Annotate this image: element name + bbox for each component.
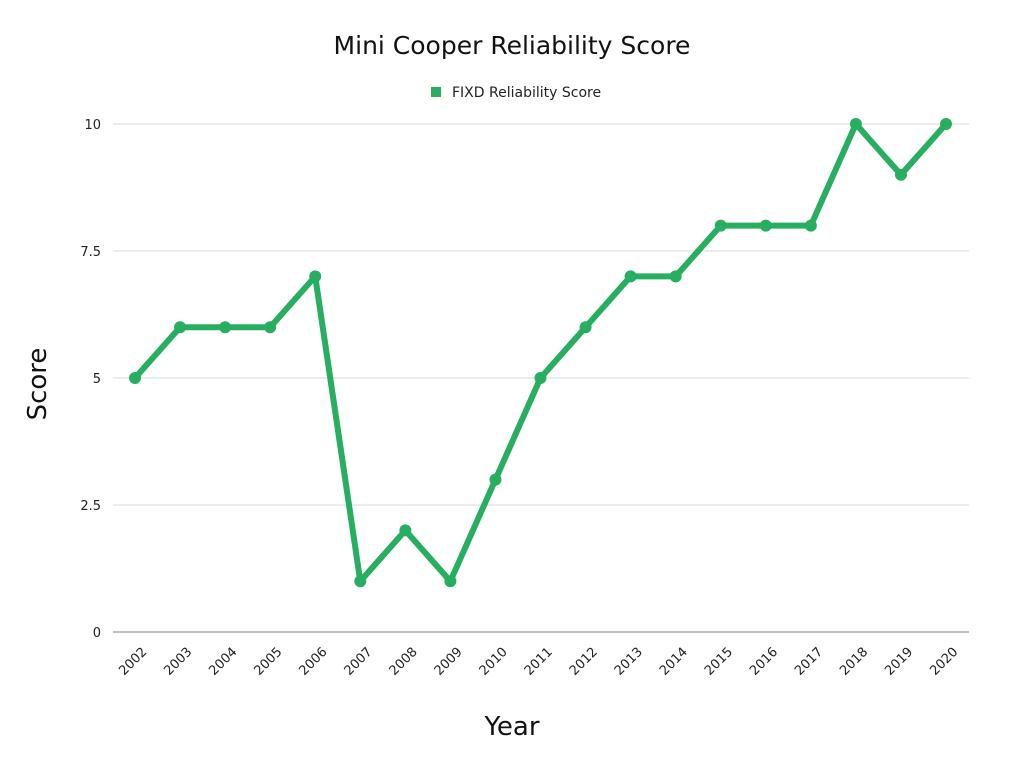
data-point bbox=[219, 321, 232, 334]
x-tick-label: 2014 bbox=[657, 645, 691, 679]
series-fixd-reliability-score bbox=[129, 118, 952, 588]
y-axis-ticks: 0 2.5 5 7.5 10 bbox=[80, 118, 101, 641]
legend: FIXD Reliability Score bbox=[431, 85, 601, 101]
data-point bbox=[894, 168, 907, 181]
data-point bbox=[849, 118, 862, 130]
data-point bbox=[759, 219, 772, 232]
x-tick-label: 2020 bbox=[927, 645, 961, 679]
x-tick-label: 2012 bbox=[567, 645, 601, 679]
x-tick-label: 2010 bbox=[477, 645, 511, 679]
data-point bbox=[624, 270, 637, 283]
x-tick-label: 2006 bbox=[297, 645, 331, 679]
y-tick-label: 0 bbox=[93, 626, 101, 641]
y-tick-label: 7.5 bbox=[80, 245, 101, 260]
x-tick-label: 2002 bbox=[116, 645, 150, 679]
y-axis-title: Score bbox=[23, 348, 53, 421]
x-tick-label: 2011 bbox=[522, 645, 556, 679]
data-point bbox=[489, 473, 502, 486]
legend-swatch bbox=[431, 87, 441, 97]
data-point bbox=[129, 372, 141, 384]
data-point bbox=[534, 372, 547, 384]
series-line bbox=[132, 121, 949, 585]
data-point bbox=[940, 118, 952, 130]
y-tick-label: 5 bbox=[93, 372, 101, 387]
x-tick-label: 2004 bbox=[206, 645, 240, 679]
x-tick-label: 2007 bbox=[342, 645, 376, 679]
data-point bbox=[444, 575, 457, 588]
data-point bbox=[669, 270, 682, 283]
x-axis-title: Year bbox=[483, 712, 539, 742]
chart-title: Mini Cooper Reliability Score bbox=[334, 31, 691, 60]
x-tick-label: 2017 bbox=[792, 645, 826, 679]
legend-label: FIXD Reliability Score bbox=[452, 85, 601, 101]
x-tick-label: 2018 bbox=[837, 645, 871, 679]
y-tick-label: 10 bbox=[84, 118, 101, 133]
x-tick-label: 2013 bbox=[612, 645, 646, 679]
x-tick-label: 2009 bbox=[432, 645, 466, 679]
data-point bbox=[399, 524, 412, 537]
data-point bbox=[174, 321, 187, 334]
x-tick-label: 2003 bbox=[161, 645, 195, 679]
data-point bbox=[804, 219, 817, 232]
x-axis-ticks: 2002 2003 2004 2005 2006 2007 2008 2009 2010 2011… bbox=[116, 645, 961, 679]
y-tick-label: 2.5 bbox=[80, 499, 101, 514]
data-point bbox=[264, 321, 277, 334]
data-point bbox=[354, 575, 367, 588]
x-tick-label: 2016 bbox=[747, 645, 781, 679]
data-point bbox=[714, 219, 727, 232]
x-tick-label: 2005 bbox=[251, 645, 285, 679]
x-tick-label: 2015 bbox=[702, 645, 736, 679]
data-point bbox=[579, 321, 592, 334]
x-tick-label: 2008 bbox=[387, 645, 421, 679]
data-point bbox=[309, 270, 322, 283]
x-tick-label: 2019 bbox=[882, 645, 916, 679]
